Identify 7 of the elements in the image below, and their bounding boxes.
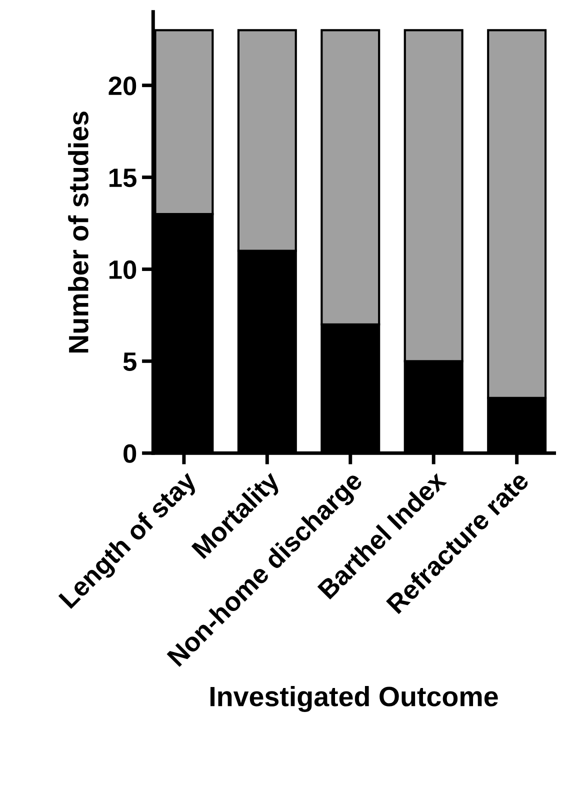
y-tick-label: 20 [108,76,136,96]
y-tick-label: 0 [124,444,136,463]
x-axis-title: Investigated Outcome [210,686,498,712]
y-axis-title: Number of studies [68,112,88,353]
y-tick-label: 10 [109,260,136,280]
y-tick-label: 5 [123,352,136,371]
y-tick-label: 15 [109,168,136,188]
